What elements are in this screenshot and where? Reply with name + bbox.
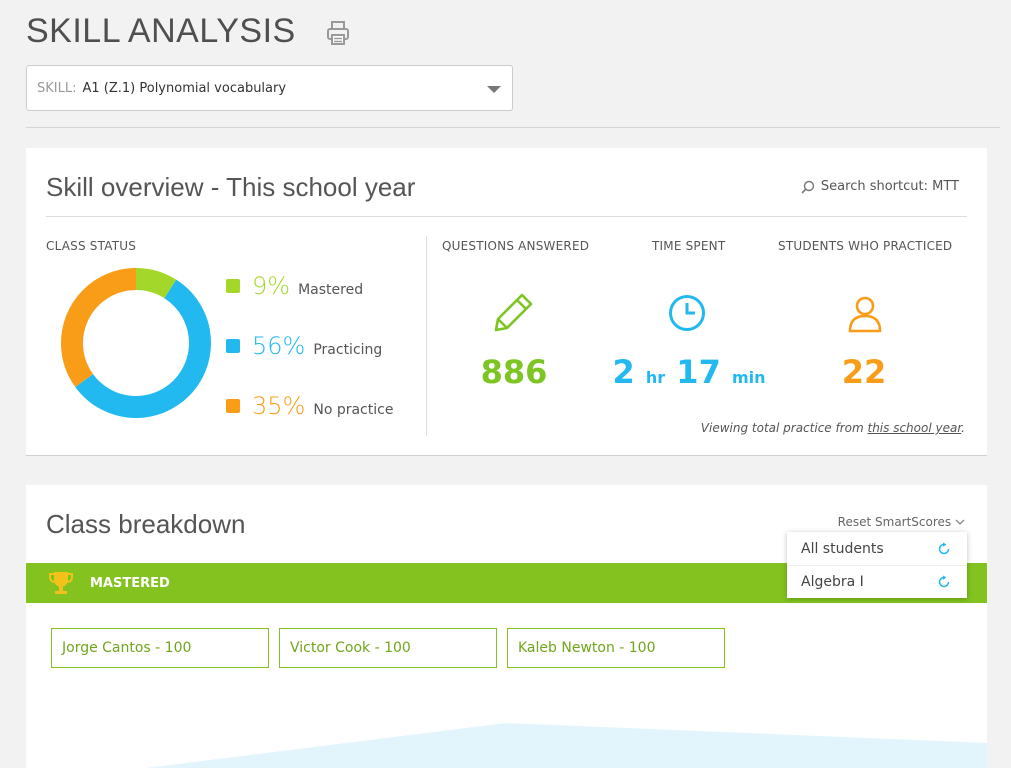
minutes-value: 17 (676, 353, 721, 391)
donut-segment-practicing (61, 268, 211, 418)
person-icon (848, 296, 882, 333)
time-spent-label: TIME SPENT (652, 239, 726, 253)
legend-swatch-practicing (226, 339, 240, 353)
legend-label-no-practice: No practice (313, 402, 394, 418)
divider (426, 236, 427, 436)
practice-note: Viewing total practice from this school … (701, 421, 965, 435)
divider (46, 216, 967, 217)
reset-smartscores-dropdown: All students Algebra I (787, 532, 967, 598)
breakdown-title: Class breakdown (46, 509, 246, 539)
skill-select-value: A1 (Z.1) Polynomial vocabulary (82, 80, 287, 96)
student-chip[interactable]: Jorge Cantos - 100 (51, 628, 269, 668)
reset-smartscores-button[interactable]: Reset SmartScores (838, 515, 965, 529)
reset-option-all-students[interactable]: All students (787, 532, 967, 565)
hours-value: 2 (612, 353, 635, 391)
skill-select-label: SKILL: (37, 80, 77, 96)
legend-item-no-practice: 35% No practice (226, 392, 393, 420)
questions-answered-label: QUESTIONS ANSWERED (442, 239, 590, 253)
search-icon (801, 180, 815, 194)
hours-unit: hr (645, 368, 666, 387)
reset-option-algebra-i[interactable]: Algebra I (787, 565, 967, 598)
overview-title: Skill overview - This school year (46, 172, 416, 202)
mastered-label: MASTERED (90, 575, 170, 591)
print-icon[interactable] (326, 20, 350, 46)
legend-pct-practicing: 56% (252, 332, 306, 360)
class-status-label: CLASS STATUS (46, 239, 137, 253)
legend-item-mastered: 9% Mastered (226, 272, 363, 300)
reset-smartscores-label: Reset SmartScores (837, 515, 952, 529)
pencil-icon (494, 293, 533, 332)
legend-swatch-mastered (226, 279, 240, 293)
decorative-background (146, 723, 987, 768)
students-practiced-label: STUDENTS WHO PRACTICED (778, 239, 953, 253)
skill-select[interactable]: SKILL: A1 (Z.1) Polynomial vocabulary (26, 65, 513, 111)
trophy-icon (49, 572, 73, 594)
reset-option-label: All students (801, 540, 884, 557)
clock-icon (669, 295, 705, 331)
legend-label-mastered: Mastered (298, 282, 364, 298)
time-spent-value: 2 hr 17 min (604, 353, 774, 391)
minutes-unit: min (731, 368, 766, 387)
chevron-down-icon (487, 86, 501, 93)
school-year-link[interactable]: this school year (867, 421, 962, 435)
reset-icon (938, 575, 950, 588)
search-shortcut-text: Search shortcut: MTT (820, 179, 959, 194)
practice-note-text: Viewing total practice from (700, 421, 868, 435)
questions-answered-value: 886 (480, 353, 548, 391)
donut-segment-no-practice (61, 268, 211, 418)
reset-option-label: Algebra I (801, 574, 864, 590)
students-practiced-value: 22 (841, 353, 887, 391)
chevron-down-icon (955, 519, 965, 525)
skill-overview-card: Skill overview - This school year Search… (26, 148, 987, 456)
legend-pct-mastered: 9% (252, 272, 291, 300)
legend-swatch-no-practice (226, 399, 240, 413)
student-chip[interactable]: Victor Cook - 100 (279, 628, 497, 668)
search-shortcut: Search shortcut: MTT (801, 179, 959, 194)
class-breakdown-card: Class breakdown Reset SmartScores MASTER… (26, 485, 987, 768)
reset-icon (938, 542, 950, 554)
practice-note-end: . (961, 421, 965, 435)
divider (26, 127, 1000, 128)
class-status-donut-chart (61, 268, 211, 418)
legend-label-practicing: Practicing (313, 342, 383, 358)
legend-item-practicing: 56% Practicing (226, 332, 382, 360)
legend-pct-no-practice: 35% (252, 392, 306, 420)
page-title: SKILL ANALYSIS (26, 12, 296, 50)
student-chip[interactable]: Kaleb Newton - 100 (507, 628, 725, 668)
